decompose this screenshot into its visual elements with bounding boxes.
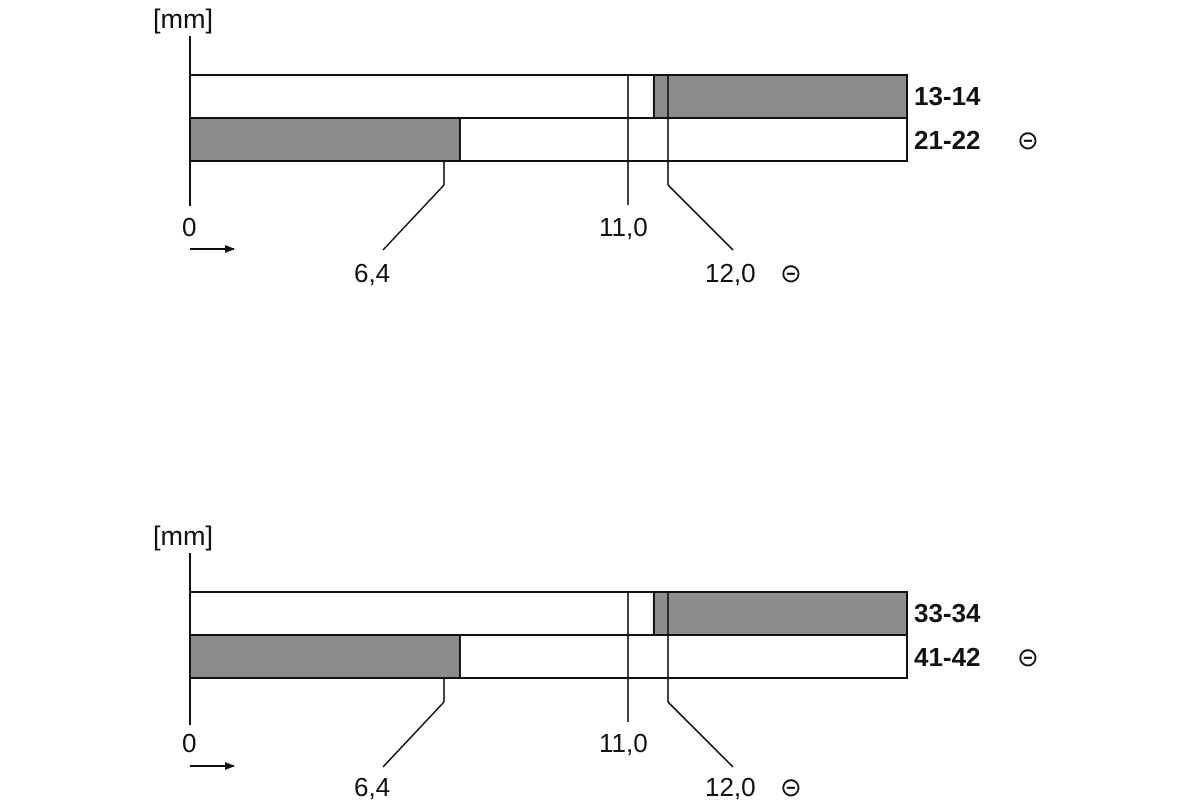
origin-label: 0 — [182, 212, 196, 242]
tick-leader — [382, 701, 445, 768]
positive-opening-icon: ⊝ — [780, 772, 802, 800]
contact-label: 21-22 — [914, 125, 981, 155]
tick-leader — [382, 184, 445, 251]
contact-closed-segment — [652, 591, 908, 636]
travel-diagram-1: [mm] 13-14 21-22 ⊝ 0 6,4 11,0 12,0 ⊝ — [153, 4, 1039, 288]
origin-label: 0 — [182, 728, 196, 758]
tick-label: 12,0 — [705, 258, 756, 288]
positive-opening-icon: ⊝ — [780, 258, 802, 288]
unit-label: [mm] — [153, 4, 213, 34]
contact-closed-segment — [189, 117, 461, 162]
contact-label: 33-34 — [914, 598, 981, 628]
positive-opening-icon: ⊝ — [1017, 125, 1039, 155]
unit-label: [mm] — [153, 521, 213, 551]
tick-label: 6,4 — [354, 772, 390, 800]
tick-leader — [667, 184, 734, 251]
tick-leader — [667, 701, 734, 768]
contact-closed-segment — [652, 74, 908, 119]
tick-label: 12,0 — [705, 772, 756, 800]
positive-opening-icon: ⊝ — [1017, 642, 1039, 672]
contact-label: 41-42 — [914, 642, 981, 672]
contact-label: 13-14 — [914, 81, 981, 111]
contact-closed-segment — [189, 634, 461, 679]
tick-label: 11,0 — [599, 212, 648, 242]
tick-label: 6,4 — [354, 258, 390, 288]
tick-label: 11,0 — [599, 728, 648, 758]
travel-diagram-2: [mm] 33-34 41-42 ⊝ 0 6,4 11,0 12,0 ⊝ — [153, 521, 1039, 800]
